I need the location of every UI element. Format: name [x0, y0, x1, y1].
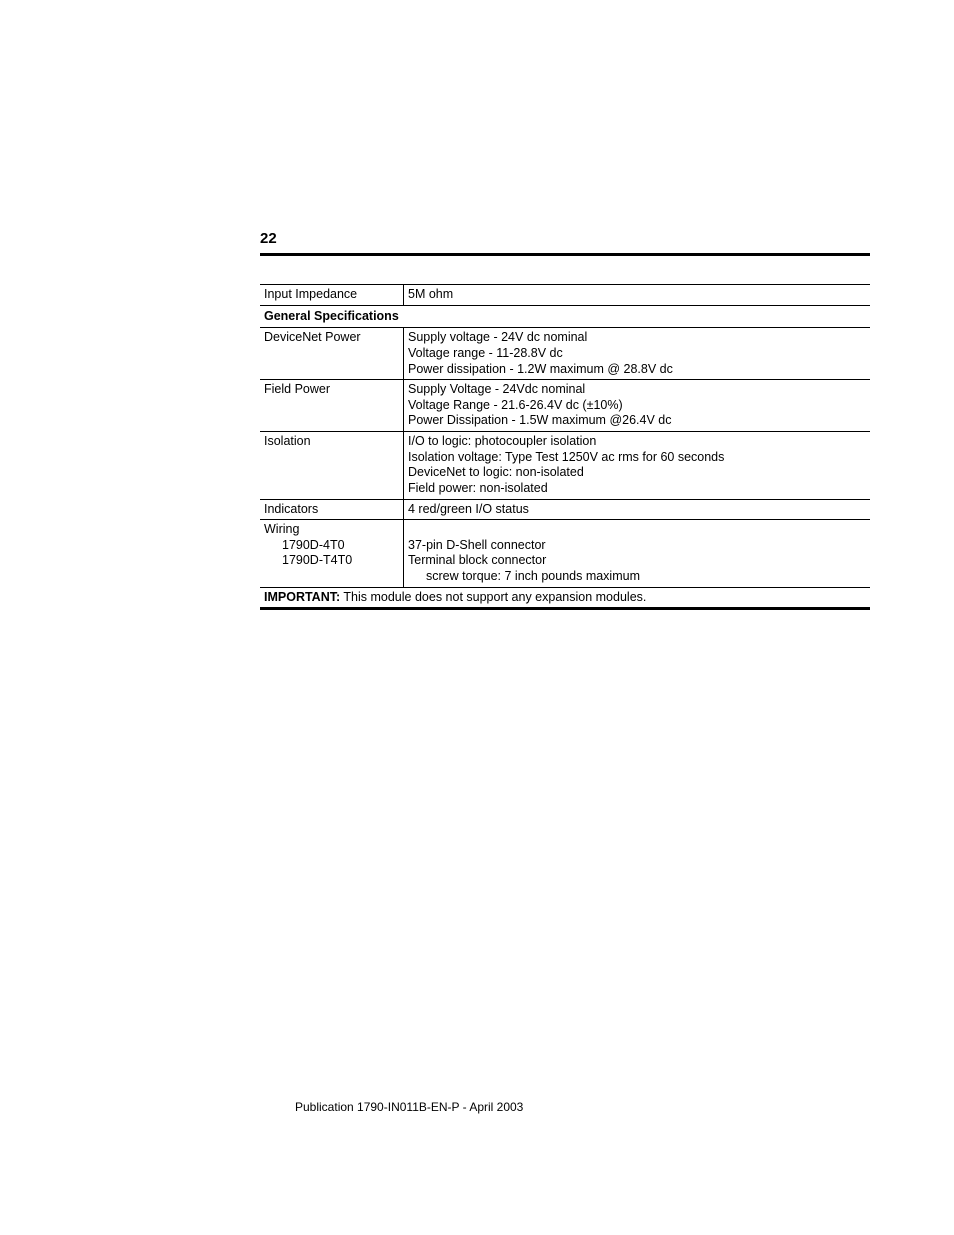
header-rule	[260, 253, 870, 256]
spec-label: Field Power	[260, 380, 404, 432]
spec-line: Terminal block connector	[408, 553, 546, 567]
spec-value: I/O to logic: photocoupler isolation Iso…	[404, 432, 871, 500]
spec-value: 5M ohm	[404, 285, 871, 306]
spec-line: Power dissipation - 1.2W maximum @ 28.8V…	[408, 362, 673, 376]
spec-line: 37-pin D-Shell connector	[408, 538, 546, 552]
section-header-row: General Specifications	[260, 305, 870, 328]
specifications-table: Input Impedance 5M ohm General Specifica…	[260, 284, 870, 610]
publication-footer: Publication 1790-IN011B-EN-P - April 200…	[295, 1100, 523, 1114]
spec-line: Voltage Range - 21.6-26.4V dc (±10%)	[408, 398, 623, 412]
spec-value: Supply Voltage - 24Vdc nominal Voltage R…	[404, 380, 871, 432]
spec-line: Supply Voltage - 24Vdc nominal	[408, 382, 585, 396]
table-row: Wiring 1790D-4T0 1790D-T4T0 37-pin D-She…	[260, 520, 870, 588]
table-row: Field Power Supply Voltage - 24Vdc nomin…	[260, 380, 870, 432]
table-row: Indicators 4 red/green I/O status	[260, 499, 870, 520]
spec-line: DeviceNet to logic: non-isolated	[408, 465, 584, 479]
spec-line: screw torque: 7 inch pounds maximum	[408, 569, 866, 585]
spec-line: Power Dissipation - 1.5W maximum @26.4V …	[408, 413, 671, 427]
spec-line: Isolation voltage: Type Test 1250V ac rm…	[408, 450, 724, 464]
wiring-sub: 1790D-4T0	[264, 538, 399, 554]
important-prefix: IMPORTANT:	[264, 590, 340, 604]
important-note: IMPORTANT: This module does not support …	[260, 587, 870, 609]
spec-label: Wiring 1790D-4T0 1790D-T4T0	[260, 520, 404, 588]
important-text: This module does not support any expansi…	[340, 590, 646, 604]
spec-label: Isolation	[260, 432, 404, 500]
spec-label: Input Impedance	[260, 285, 404, 306]
spec-line: Voltage range - 11-28.8V dc	[408, 346, 563, 360]
spec-line: Field power: non-isolated	[408, 481, 548, 495]
spec-label: DeviceNet Power	[260, 328, 404, 380]
table-row: Isolation I/O to logic: photocoupler iso…	[260, 432, 870, 500]
page-content: 22 Input Impedance 5M ohm General Specif…	[260, 230, 870, 610]
wiring-sub: 1790D-T4T0	[264, 553, 399, 569]
table-row: Input Impedance 5M ohm	[260, 285, 870, 306]
important-row: IMPORTANT: This module does not support …	[260, 587, 870, 609]
spec-value: 4 red/green I/O status	[404, 499, 871, 520]
spec-label: Indicators	[260, 499, 404, 520]
spec-line: Supply voltage - 24V dc nominal	[408, 330, 587, 344]
section-header: General Specifications	[260, 305, 870, 328]
table-row: DeviceNet Power Supply voltage - 24V dc …	[260, 328, 870, 380]
spec-value: 37-pin D-Shell connector Terminal block …	[404, 520, 871, 588]
spec-line: I/O to logic: photocoupler isolation	[408, 434, 596, 448]
wiring-label: Wiring	[264, 522, 299, 536]
page-number: 22	[260, 230, 870, 247]
spec-value: Supply voltage - 24V dc nominal Voltage …	[404, 328, 871, 380]
